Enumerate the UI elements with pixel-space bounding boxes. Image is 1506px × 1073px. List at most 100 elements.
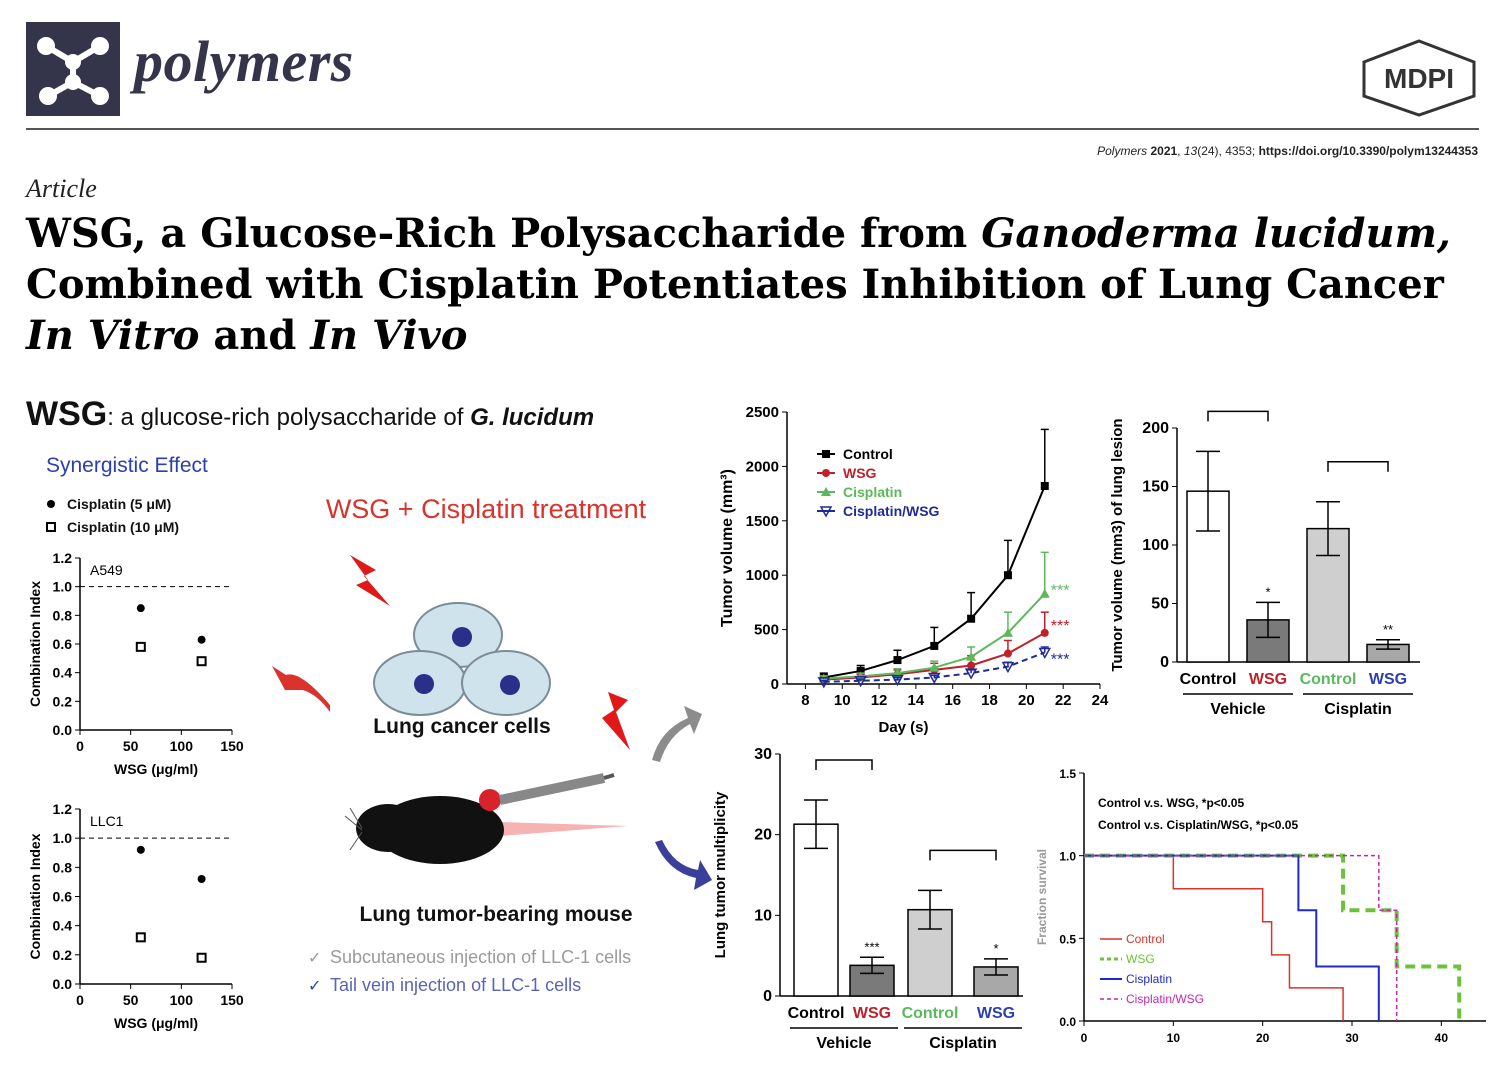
publisher-name: MDPI bbox=[1384, 63, 1454, 94]
x-tick-label: 10 bbox=[834, 692, 851, 709]
x-tick-label: 16 bbox=[944, 692, 961, 709]
data-point bbox=[856, 666, 865, 675]
legend-cis10-marker bbox=[46, 522, 56, 532]
arrow-down-right-icon bbox=[655, 840, 712, 890]
citation-doi[interactable]: https://doi.org/10.3390/polym13244353 bbox=[1258, 144, 1478, 158]
category-label: WSG bbox=[1249, 671, 1287, 688]
y-tick-label: 50 bbox=[1151, 596, 1169, 613]
data-point bbox=[891, 674, 904, 687]
y-tick-label: 0.0 bbox=[53, 722, 73, 738]
y-axis-label: Tumor volume (mm³) bbox=[719, 469, 736, 627]
bar bbox=[793, 823, 839, 997]
citation-year: 2021 bbox=[1150, 144, 1178, 158]
legend-label: WSG bbox=[1126, 952, 1155, 966]
data-point bbox=[196, 656, 207, 667]
lung-lesion-chart: 0 50 100 150 200 Tumor volume (mm3) of lung l… bbox=[1109, 410, 1420, 718]
y-tick-label: 2500 bbox=[746, 404, 779, 421]
ci-llc1-chart: 0.0 0.2 0.4 0.6 0.8 1.0 1.2 0 50 100 150 LLC1 WSG (μ… bbox=[27, 801, 244, 1031]
legend-label: Cisplatin/WSG bbox=[843, 503, 940, 519]
y-tick-label: 0 bbox=[771, 676, 779, 693]
survival-line bbox=[1084, 854, 1380, 1021]
y-tick-label: 0.2 bbox=[53, 947, 73, 963]
legend-label: Control bbox=[1126, 932, 1165, 946]
y-tick-label: 150 bbox=[1142, 479, 1169, 496]
data-point bbox=[1003, 649, 1012, 658]
journal-logo-icon bbox=[26, 22, 120, 116]
title-part-italic: Ganoderma lucidum, bbox=[981, 210, 1451, 257]
category-label: Control bbox=[788, 1005, 845, 1022]
y-tick-label: 0 bbox=[1160, 654, 1169, 671]
data-point bbox=[822, 469, 830, 477]
x-axis-label: WSG (μg/ml) bbox=[114, 761, 198, 777]
synergy-title: Synergistic Effect bbox=[46, 454, 208, 477]
y-tick-label: 200 bbox=[1142, 420, 1169, 437]
group-label: Vehicle bbox=[1210, 701, 1265, 718]
group-label: Vehicle bbox=[816, 1035, 871, 1052]
x-tick-label: 0 bbox=[1081, 1031, 1088, 1045]
legend-label: Cisplatin/WSG bbox=[1126, 992, 1204, 1006]
y-tick-label: 0.8 bbox=[53, 859, 73, 875]
graphical-abstract: WSG: a glucose-rich polysaccharide of G.… bbox=[26, 395, 1486, 1052]
significance-mark: *** bbox=[864, 939, 879, 954]
citation-pages: , 4353; bbox=[1218, 144, 1259, 158]
legend-label: WSG bbox=[843, 465, 877, 481]
group-label: Cisplatin bbox=[1324, 701, 1392, 718]
title-part: and bbox=[199, 312, 311, 359]
tumor-volume-chart: 0 500 1000 1500 2000 2500 8 10 12 14 16 18 20 22 24 Day… bbox=[719, 404, 1109, 736]
x-tick-label: 50 bbox=[123, 992, 139, 1008]
x-axis-label: Day (s) bbox=[878, 719, 928, 736]
x-tick-label: 8 bbox=[801, 692, 809, 709]
data-point bbox=[928, 672, 941, 685]
data-point bbox=[821, 487, 831, 496]
data-point bbox=[196, 952, 207, 963]
y-tick-label: 0.2 bbox=[53, 693, 73, 709]
check2-label: Tail vein injection of LLC-1 cells bbox=[330, 975, 581, 995]
data-point bbox=[929, 662, 940, 672]
y-tick-label: 1.0 bbox=[1059, 850, 1076, 864]
y-axis-label: Combination Index bbox=[27, 581, 43, 707]
check-icon: ✓ bbox=[308, 950, 321, 967]
y-tick-label: 1.2 bbox=[53, 550, 73, 566]
x-tick-label: 150 bbox=[220, 992, 244, 1008]
legend-cis10-label: Cisplatin (10 μM) bbox=[67, 519, 179, 535]
y-tick-label: 0.8 bbox=[53, 607, 73, 623]
y-axis-label: Tumor volume (mm3) of lung lesion bbox=[1109, 418, 1126, 671]
y-tick-label: 1500 bbox=[746, 513, 779, 530]
lightning-icon bbox=[602, 692, 630, 750]
cells-label: Lung cancer cells bbox=[373, 715, 550, 738]
treatment-title: WSG + Cisplatin treatment bbox=[326, 494, 647, 524]
significance-mark: * bbox=[993, 941, 998, 956]
category-label: WSG bbox=[853, 1005, 891, 1022]
stats-note: Control v.s. WSG, *p<0.05 bbox=[1098, 796, 1244, 810]
x-tick-label: 12 bbox=[871, 692, 888, 709]
y-tick-label: 0.6 bbox=[53, 889, 73, 905]
y-axis-label: Fraction survival bbox=[1035, 849, 1049, 945]
stats-note: Control v.s. Cisplatin/WSG, *p<0.05 bbox=[1098, 818, 1298, 832]
journal-name: polymers bbox=[134, 29, 354, 94]
panel-label: A549 bbox=[90, 562, 123, 578]
y-tick-label: 1.0 bbox=[53, 579, 73, 595]
x-tick-label: 14 bbox=[908, 692, 925, 709]
y-tick-label: 0.5 bbox=[1059, 932, 1076, 946]
data-point bbox=[967, 661, 976, 670]
legend-cis5-marker bbox=[47, 500, 55, 508]
x-tick-label: 40 bbox=[1435, 1031, 1449, 1045]
data-point bbox=[1002, 627, 1013, 637]
x-tick-label: 150 bbox=[220, 738, 244, 754]
lightning-icon bbox=[350, 555, 390, 606]
data-point bbox=[197, 635, 206, 644]
y-tick-label: 30 bbox=[754, 746, 772, 763]
y-tick-label: 20 bbox=[754, 827, 772, 844]
data-point bbox=[1003, 571, 1012, 580]
survival-chart: 0.0 0.5 1.0 1.5 0 10 20 30 40 Fraction survival Co… bbox=[1035, 767, 1486, 1045]
citation: Polymers 2021, 13(24), 4353; https://doi… bbox=[1097, 144, 1478, 158]
y-tick-label: 1.2 bbox=[53, 801, 73, 817]
panel-label: LLC1 bbox=[90, 813, 124, 829]
article-title: WSG, a Glucose-Rich Polysaccharide from … bbox=[26, 208, 1496, 361]
y-tick-label: 0 bbox=[763, 988, 772, 1005]
citation-journal: Polymers bbox=[1097, 144, 1148, 158]
title-part-italic: In Vivo bbox=[310, 312, 468, 359]
y-tick-label: 0.0 bbox=[1059, 1015, 1076, 1029]
y-axis-label: Lung tumor multiplicity bbox=[712, 791, 729, 958]
